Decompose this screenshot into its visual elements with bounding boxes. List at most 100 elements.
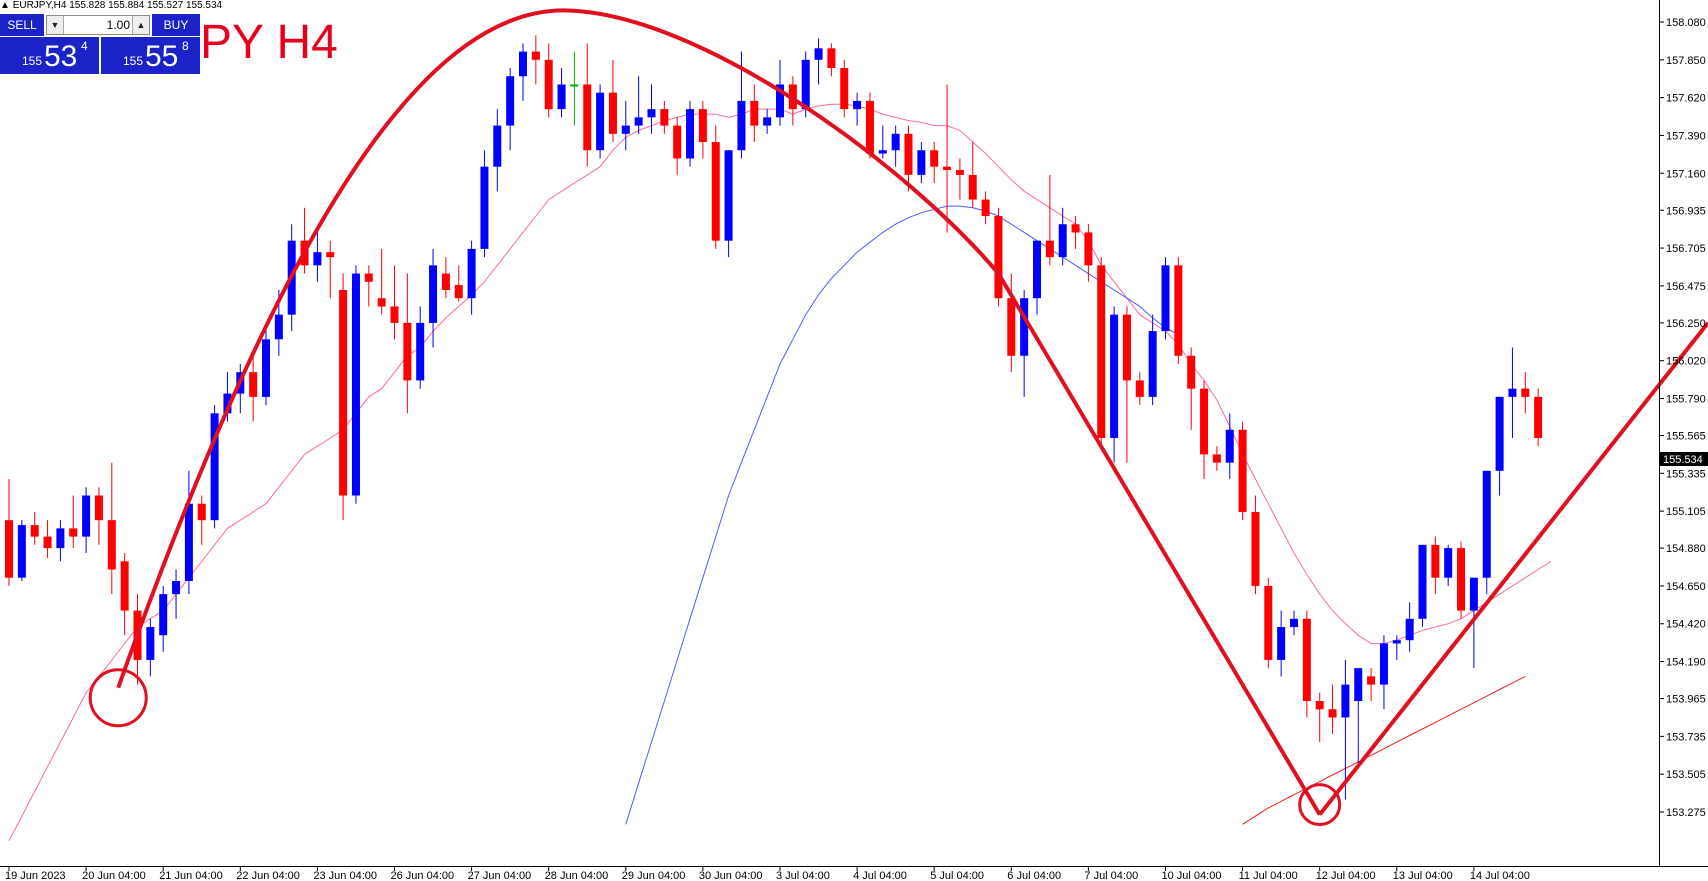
candle-body — [1508, 388, 1517, 397]
lot-size-value[interactable]: 1.00 — [106, 18, 130, 32]
candle-body — [698, 109, 707, 143]
price-tick-label: 154.190 — [1666, 657, 1706, 669]
candle-body — [1392, 640, 1401, 644]
time-tick-label: 7 Jul 04:00 — [1084, 870, 1138, 881]
candle-body — [1084, 232, 1093, 266]
candle-body — [801, 59, 810, 110]
candle-body — [377, 298, 386, 307]
price-tick-label: 157.160 — [1666, 168, 1706, 180]
candle-body — [531, 51, 540, 60]
candle-body — [1033, 240, 1041, 299]
candle-body — [1161, 265, 1170, 332]
price-tick-label: 156.935 — [1666, 205, 1706, 217]
candle-body — [107, 520, 116, 570]
annotation-arc — [116, 8, 1000, 689]
candle-body — [326, 252, 335, 258]
candle-body — [724, 150, 733, 241]
candle-body — [1212, 454, 1221, 463]
current-price-label: 155.534 — [1663, 454, 1703, 466]
candle-body — [686, 109, 695, 159]
candle-body — [1058, 224, 1067, 258]
candle-body — [94, 495, 103, 521]
one-click-trading-panel: SELL ▼ 1.00 ▲ BUY 155 53 4 155 55 8 — [0, 14, 200, 74]
candle-body — [917, 150, 926, 175]
candle-body — [1328, 709, 1337, 718]
candle-body — [943, 166, 952, 170]
candle-body — [146, 627, 155, 660]
chart-title-overlay: PY H4 — [200, 16, 338, 69]
candle-body — [1135, 380, 1144, 397]
candle-body — [853, 100, 862, 110]
collapse-triangle-icon[interactable]: ▲ — [0, 0, 10, 11]
candle-body — [1457, 548, 1466, 611]
time-tick-label: 12 Jul 04:00 — [1316, 870, 1376, 881]
buy-price-big: 55 — [145, 40, 179, 73]
lot-decrease-icon[interactable]: ▼ — [47, 16, 64, 34]
buy-price-prefix: 155 — [123, 54, 144, 68]
candle-body — [1174, 265, 1183, 356]
candle-body — [647, 109, 656, 118]
sell-price-sup: 4 — [81, 39, 88, 53]
candle-body — [519, 51, 527, 77]
candle-body — [339, 289, 348, 496]
time-tick-label: 19 Jun 2023 — [5, 870, 66, 881]
price-tick-label: 154.420 — [1666, 619, 1706, 631]
candle-body — [1367, 676, 1376, 685]
time-tick-label: 29 Jun 04:00 — [622, 870, 686, 881]
price-tick-label: 154.880 — [1666, 543, 1706, 555]
candle-body — [1418, 544, 1427, 619]
candle-body — [596, 92, 605, 151]
candle-body — [69, 528, 78, 537]
candle-body — [1469, 577, 1478, 611]
lot-increase-icon[interactable]: ▲ — [132, 16, 149, 34]
price-tick-label: 157.850 — [1666, 55, 1706, 67]
time-tick-label: 4 Jul 04:00 — [853, 870, 907, 881]
candle-body — [82, 495, 91, 537]
candle-body — [711, 142, 720, 241]
candle-body — [1444, 548, 1453, 578]
price-tick-label: 156.250 — [1666, 318, 1706, 330]
sell-price-box[interactable]: 155 53 4 — [0, 37, 99, 74]
annotation-down-line — [996, 272, 1322, 816]
candle-body — [313, 252, 322, 266]
candle-body — [17, 525, 26, 578]
time-tick-label: 5 Jul 04:00 — [930, 870, 984, 881]
lot-size-input[interactable]: ▼ 1.00 ▲ — [46, 15, 150, 35]
annotation-circle-low — [88, 668, 148, 728]
time-tick-label: 22 Jun 04:00 — [236, 870, 300, 881]
price-tick-label: 153.505 — [1666, 769, 1706, 781]
candle-body — [865, 100, 874, 154]
candle-body — [197, 503, 206, 521]
ma-slow-line — [1242, 675, 1526, 825]
buy-price-box[interactable]: 155 55 8 — [101, 37, 200, 74]
candle-body — [1379, 643, 1388, 685]
time-tick-label: 6 Jul 04:00 — [1007, 870, 1061, 881]
candle-body — [1148, 331, 1157, 397]
sell-price-prefix: 155 — [22, 54, 43, 68]
time-tick-label: 27 Jun 04:00 — [468, 870, 532, 881]
price-tick-label: 155.105 — [1666, 506, 1706, 518]
candle-body — [1482, 470, 1491, 578]
candle-body — [981, 199, 990, 217]
candle-body — [429, 265, 438, 323]
candle-body — [955, 169, 964, 175]
candle-body — [184, 503, 193, 582]
candle-body — [467, 248, 476, 299]
candle-body — [30, 525, 39, 537]
sell-button[interactable]: SELL — [0, 14, 44, 36]
candle-body — [1045, 240, 1054, 258]
sell-price-big: 53 — [44, 40, 78, 73]
candle-body — [1225, 429, 1234, 463]
price-tick-label: 156.020 — [1666, 356, 1706, 368]
candle-body — [660, 109, 669, 126]
symbol-info-line: ▲ EURJPY,H4 155.828 155.884 155.527 155.… — [0, 0, 222, 11]
candle-body — [930, 150, 939, 167]
candle-body — [904, 133, 913, 175]
buy-button[interactable]: BUY — [152, 14, 200, 36]
candle-body — [1290, 618, 1298, 628]
ma-medium-line — [625, 205, 1179, 825]
candle-body — [776, 84, 784, 118]
time-tick-label: 20 Jun 04:00 — [82, 870, 146, 881]
